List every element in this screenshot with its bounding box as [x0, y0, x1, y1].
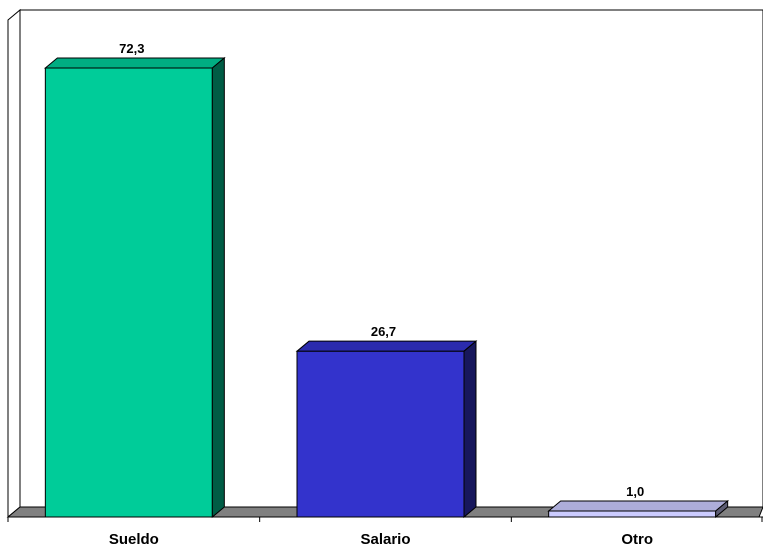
- data-label: 26,7: [371, 324, 396, 339]
- x-tick-label: Salario: [360, 531, 410, 548]
- bar-front: [44, 67, 213, 518]
- bar-sueldo: [43, 56, 226, 519]
- bars: [43, 56, 730, 519]
- side-wall: [7, 8, 21, 519]
- data-label: 1,0: [626, 484, 644, 499]
- bar-top: [295, 340, 478, 352]
- data-label: 72,3: [119, 41, 144, 56]
- x-tick-label: Otro: [621, 531, 653, 548]
- bar-top: [43, 57, 226, 69]
- bar-otro: [547, 499, 730, 519]
- bar-salario: [295, 340, 478, 519]
- bar-side: [211, 56, 225, 519]
- bar-side: [715, 499, 729, 519]
- bar-front: [296, 350, 465, 518]
- labels: 72,3 Sueldo 26,7 Salario 1,0 Otro: [109, 41, 653, 548]
- bar-side: [463, 340, 477, 519]
- x-tick-label: Sueldo: [109, 531, 159, 548]
- bar-top: [547, 500, 730, 512]
- bar-front: [548, 510, 717, 518]
